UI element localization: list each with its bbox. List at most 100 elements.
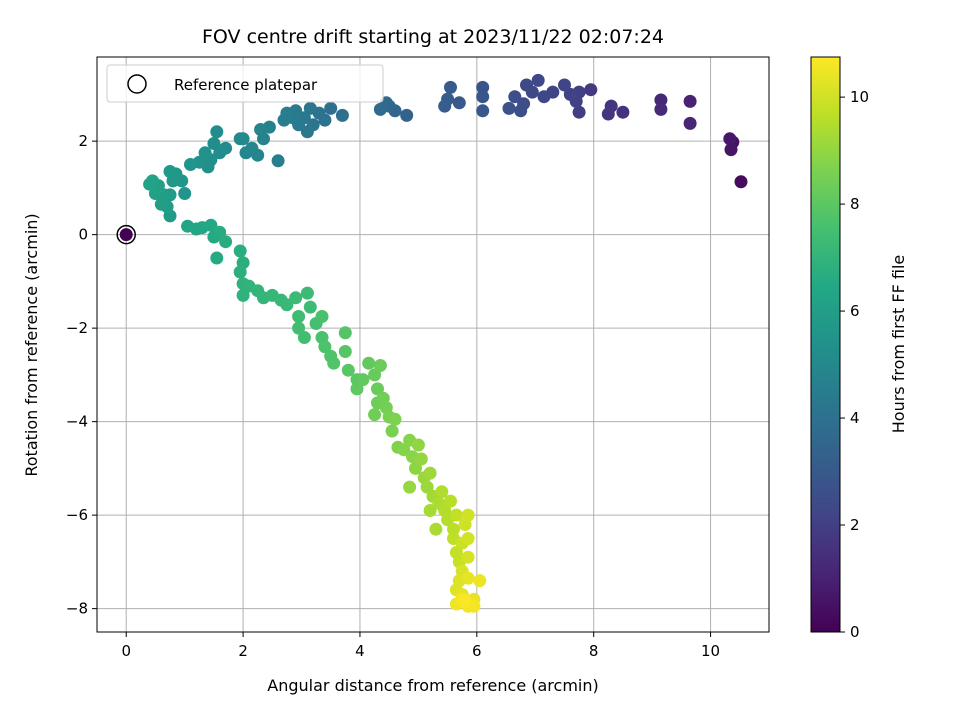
data-point [198,146,212,160]
data-point [435,485,449,499]
x-tick-label: 0 [121,642,131,660]
data-point [280,298,294,312]
data-point [531,73,545,87]
data-point [335,108,349,122]
data-point [734,175,748,189]
colorbar-tick-label: 2 [850,516,860,534]
data-point [148,187,162,200]
data-point [163,165,177,178]
data-point [362,356,376,370]
data-point [350,382,364,396]
plot-area-frame [96,56,770,633]
colorbar-tick-label: 0 [850,623,860,641]
data-point [502,101,516,115]
x-tick-label: 4 [355,642,365,660]
data-point [584,83,598,97]
data-point [292,310,306,323]
colorbar-tick-label: 6 [850,302,860,320]
data-point [143,177,157,191]
data-point [723,132,737,146]
data-point [563,87,577,101]
data-point [154,197,168,211]
data-point [184,158,197,171]
y-tick-label: −6 [66,506,88,524]
data-point [423,466,437,480]
colorbar-tick-label: 10 [850,88,869,106]
data-point [461,550,475,564]
data-point [683,116,697,130]
data-point [303,300,317,314]
data-point [277,113,291,127]
data-point [204,218,218,232]
data-point [514,104,528,118]
y-tick-label: 0 [78,226,88,244]
data-point [327,356,341,370]
data-point [476,90,490,104]
data-point [473,574,487,588]
legend-box [106,64,384,103]
colorbar: 0 2 4 6 8 10 Hours from first FF file [810,56,908,641]
colorbar-tick-label: 8 [850,195,860,213]
data-point [178,187,192,200]
data-point [289,291,303,305]
data-point [338,326,352,340]
data-point [616,105,630,119]
data-point [461,571,475,585]
data-point [461,532,475,545]
data-point [461,508,475,522]
x-axis-label: Angular distance from reference (arcmin) [267,676,598,695]
data-point [300,125,314,139]
data-point [458,595,472,609]
legend-marker-icon [127,74,147,94]
data-point [271,154,285,168]
x-tick-label: 8 [589,642,599,660]
data-point [397,443,411,457]
data-point [210,125,224,139]
data-point [236,288,250,302]
data-point [368,368,382,382]
data-point [452,96,466,110]
data-point [444,80,457,94]
data-point [447,522,460,536]
data-point [210,251,224,265]
data-point [356,373,370,387]
data-point [420,480,434,494]
colorbar-tick-label: 4 [850,409,860,427]
y-tick-label: 2 [78,132,88,150]
data-point [297,331,311,344]
legend-entry-reference-platepar: Reference platepar [174,76,318,94]
data-point [572,105,586,119]
data-point [119,228,133,242]
axis-ticks: 0 2 4 6 8 10 −8 −6 −4 −2 0 2 [66,132,720,660]
data-point [388,412,402,426]
chart-title: FOV centre drift starting at 2023/11/22 … [202,26,664,48]
data-point [423,504,437,517]
data-point [508,90,522,104]
data-point [373,359,387,372]
data-point [414,452,428,466]
colorbar-gradient [810,56,841,633]
data-point [438,99,452,113]
data-point [254,123,268,136]
data-point [292,321,306,335]
data-point [324,101,338,115]
data-point [213,146,227,160]
data-point [449,508,463,522]
data-point [724,143,738,157]
data-point [654,93,668,107]
data-point [233,244,247,258]
y-tick-label: −4 [66,413,88,431]
data-point [233,265,247,279]
data-point [654,102,668,116]
data-point [239,146,253,160]
data-point [341,363,355,377]
y-axis-label: Rotation from reference (arcmin) [22,213,41,476]
data-point [476,80,490,94]
data-point [213,225,227,239]
data-point [318,340,332,354]
data-point [444,494,457,508]
x-tick-label: 2 [238,642,248,660]
data-point [233,132,247,146]
data-point [558,78,571,92]
